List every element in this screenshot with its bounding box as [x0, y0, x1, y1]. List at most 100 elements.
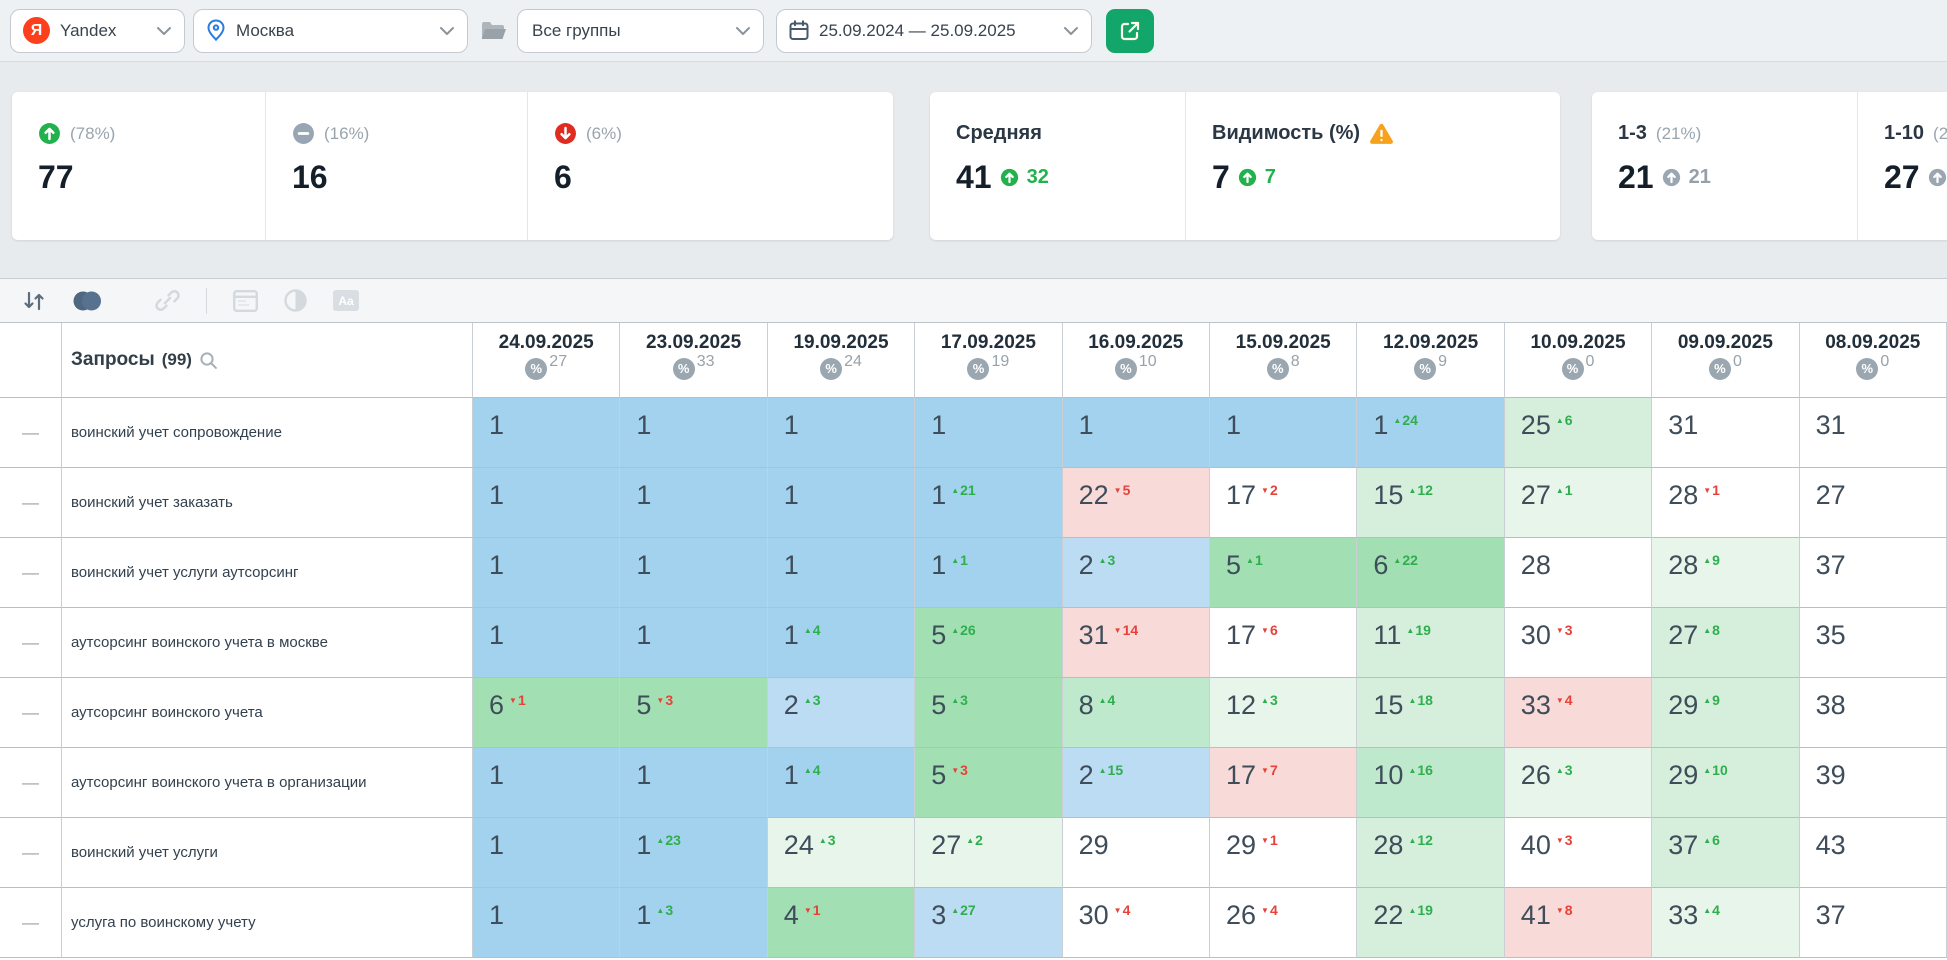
position-cell-r2c2[interactable]: 1: [767, 538, 916, 608]
position-cell-r7c4[interactable]: 30 ▼4: [1062, 888, 1210, 958]
stat-flat[interactable]: (16%) 16: [265, 92, 527, 240]
search-engine-select[interactable]: Я Yandex: [10, 8, 185, 53]
position-cell-r3c2[interactable]: 1 ▲4: [767, 608, 916, 678]
position-cell-r7c8[interactable]: 33 ▲4: [1652, 888, 1800, 958]
date-column-header-0[interactable]: 24.09.2025% 27: [473, 323, 621, 398]
position-cell-r1c9[interactable]: 27: [1799, 468, 1947, 538]
position-cell-r4c4[interactable]: 8 ▲4: [1062, 678, 1210, 748]
position-cell-r1c0[interactable]: 1: [473, 468, 621, 538]
position-cell-r3c0[interactable]: 1: [473, 608, 621, 678]
position-cell-r3c6[interactable]: 11 ▲19: [1357, 608, 1505, 678]
date-column-header-5[interactable]: 15.09.2025% 8: [1209, 323, 1358, 398]
position-cell-r4c0[interactable]: 6 ▼1: [473, 678, 621, 748]
region-select[interactable]: Москва: [193, 8, 468, 53]
position-cell-r7c2[interactable]: 4 ▼1: [767, 888, 916, 958]
search-icon[interactable]: [199, 351, 218, 370]
position-cell-r2c6[interactable]: 6 ▲22: [1357, 538, 1505, 608]
row-handle[interactable]: —: [0, 748, 62, 818]
position-cell-r0c2[interactable]: 1: [767, 398, 916, 468]
position-cell-r2c1[interactable]: 1: [620, 538, 768, 608]
query-cell[interactable]: воинский учет услуги: [62, 818, 473, 888]
position-cell-r5c3[interactable]: 5 ▼3: [915, 748, 1063, 818]
folder-icon[interactable]: [480, 20, 507, 41]
position-cell-r3c4[interactable]: 31 ▼14: [1062, 608, 1210, 678]
position-cell-r5c1[interactable]: 1: [620, 748, 768, 818]
position-cell-r7c3[interactable]: 3 ▲27: [915, 888, 1063, 958]
position-cell-r6c1[interactable]: 1 ▲23: [620, 818, 768, 888]
position-cell-r4c2[interactable]: 2 ▲3: [767, 678, 916, 748]
date-column-header-2[interactable]: 19.09.2025% 24: [767, 323, 916, 398]
date-column-header-1[interactable]: 23.09.2025% 33: [620, 323, 768, 398]
date-column-header-6[interactable]: 12.09.2025% 9: [1357, 323, 1505, 398]
groups-select[interactable]: Все группы: [517, 8, 764, 53]
position-cell-r1c8[interactable]: 28 ▼1: [1652, 468, 1800, 538]
row-handle[interactable]: —: [0, 468, 62, 538]
stat-average[interactable]: Средняя 41 32: [930, 92, 1185, 240]
position-cell-r1c7[interactable]: 27 ▲1: [1504, 468, 1653, 538]
sort-icon[interactable]: [22, 291, 46, 311]
position-cell-r0c6[interactable]: 1 ▲24: [1357, 398, 1505, 468]
query-cell[interactable]: аутсорсинг воинского учета в москве: [62, 608, 473, 678]
position-cell-r3c1[interactable]: 1: [620, 608, 768, 678]
position-cell-r4c3[interactable]: 5 ▲3: [915, 678, 1063, 748]
position-cell-r3c7[interactable]: 30 ▼3: [1504, 608, 1653, 678]
position-cell-r6c9[interactable]: 43: [1799, 818, 1947, 888]
position-cell-r3c3[interactable]: 5 ▲26: [915, 608, 1063, 678]
query-cell[interactable]: аутсорсинг воинского учета в организации: [62, 748, 473, 818]
query-cell[interactable]: воинский учет услуги аутсорсинг: [62, 538, 473, 608]
position-cell-r6c2[interactable]: 24 ▲3: [767, 818, 916, 888]
position-cell-r0c3[interactable]: 1: [915, 398, 1063, 468]
position-cell-r2c0[interactable]: 1: [473, 538, 621, 608]
query-cell[interactable]: воинский учет сопровождение: [62, 398, 473, 468]
position-cell-r0c5[interactable]: 1: [1209, 398, 1358, 468]
row-handle[interactable]: —: [0, 538, 62, 608]
row-handle[interactable]: —: [0, 398, 62, 468]
position-cell-r1c1[interactable]: 1: [620, 468, 768, 538]
row-handle[interactable]: —: [0, 818, 62, 888]
position-cell-r6c0[interactable]: 1: [473, 818, 621, 888]
position-cell-r4c7[interactable]: 33 ▼4: [1504, 678, 1653, 748]
stat-up[interactable]: (78%) 77: [12, 92, 265, 240]
position-cell-r0c4[interactable]: 1: [1062, 398, 1210, 468]
position-cell-r1c4[interactable]: 22 ▼5: [1062, 468, 1210, 538]
snippet-panel-icon[interactable]: [233, 289, 258, 312]
date-column-header-9[interactable]: 08.09.2025% 0: [1799, 323, 1947, 398]
stat-top10[interactable]: 1-10 (2 27: [1857, 92, 1947, 240]
position-cell-r2c5[interactable]: 5 ▲1: [1209, 538, 1358, 608]
position-cell-r0c7[interactable]: 25 ▲6: [1504, 398, 1653, 468]
position-cell-r2c4[interactable]: 2 ▲3: [1062, 538, 1210, 608]
position-cell-r5c4[interactable]: 2 ▲15: [1062, 748, 1210, 818]
query-cell[interactable]: воинский учет заказать: [62, 468, 473, 538]
warning-icon[interactable]: [1369, 123, 1394, 145]
position-cell-r4c8[interactable]: 29 ▲9: [1652, 678, 1800, 748]
stat-top3[interactable]: 1-3 (21%) 21 21: [1592, 92, 1857, 240]
position-cell-r4c9[interactable]: 38: [1799, 678, 1947, 748]
position-cell-r3c5[interactable]: 17 ▼6: [1209, 608, 1358, 678]
position-cell-r1c5[interactable]: 17 ▼2: [1209, 468, 1358, 538]
position-cell-r5c2[interactable]: 1 ▲4: [767, 748, 916, 818]
position-cell-r2c8[interactable]: 28 ▲9: [1652, 538, 1800, 608]
query-cell[interactable]: аутсорсинг воинского учета: [62, 678, 473, 748]
position-cell-r5c0[interactable]: 1: [473, 748, 621, 818]
position-cell-r5c9[interactable]: 39: [1799, 748, 1947, 818]
position-cell-r1c6[interactable]: 15 ▲12: [1357, 468, 1505, 538]
position-cell-r0c0[interactable]: 1: [473, 398, 621, 468]
position-cell-r7c9[interactable]: 37: [1799, 888, 1947, 958]
position-cell-r2c3[interactable]: 1 ▲1: [915, 538, 1063, 608]
position-cell-r5c6[interactable]: 10 ▲16: [1357, 748, 1505, 818]
position-cell-r6c3[interactable]: 27 ▲2: [915, 818, 1063, 888]
position-cell-r6c5[interactable]: 29 ▼1: [1209, 818, 1358, 888]
position-cell-r4c1[interactable]: 5 ▼3: [620, 678, 768, 748]
row-handle[interactable]: —: [0, 888, 62, 958]
stat-down[interactable]: (6%) 6: [527, 92, 893, 240]
compare-toggle-icon[interactable]: [72, 290, 103, 312]
date-column-header-4[interactable]: 16.09.2025% 10: [1062, 323, 1210, 398]
position-cell-r4c6[interactable]: 15 ▲18: [1357, 678, 1505, 748]
date-column-header-8[interactable]: 09.09.2025% 0: [1652, 323, 1800, 398]
position-cell-r7c0[interactable]: 1: [473, 888, 621, 958]
position-cell-r7c7[interactable]: 41 ▼8: [1504, 888, 1653, 958]
position-cell-r7c1[interactable]: 1 ▲3: [620, 888, 768, 958]
stat-visibility[interactable]: Видимость (%) 7 7: [1185, 92, 1560, 240]
position-cell-r0c8[interactable]: 31: [1652, 398, 1800, 468]
date-column-header-7[interactable]: 10.09.2025% 0: [1504, 323, 1653, 398]
